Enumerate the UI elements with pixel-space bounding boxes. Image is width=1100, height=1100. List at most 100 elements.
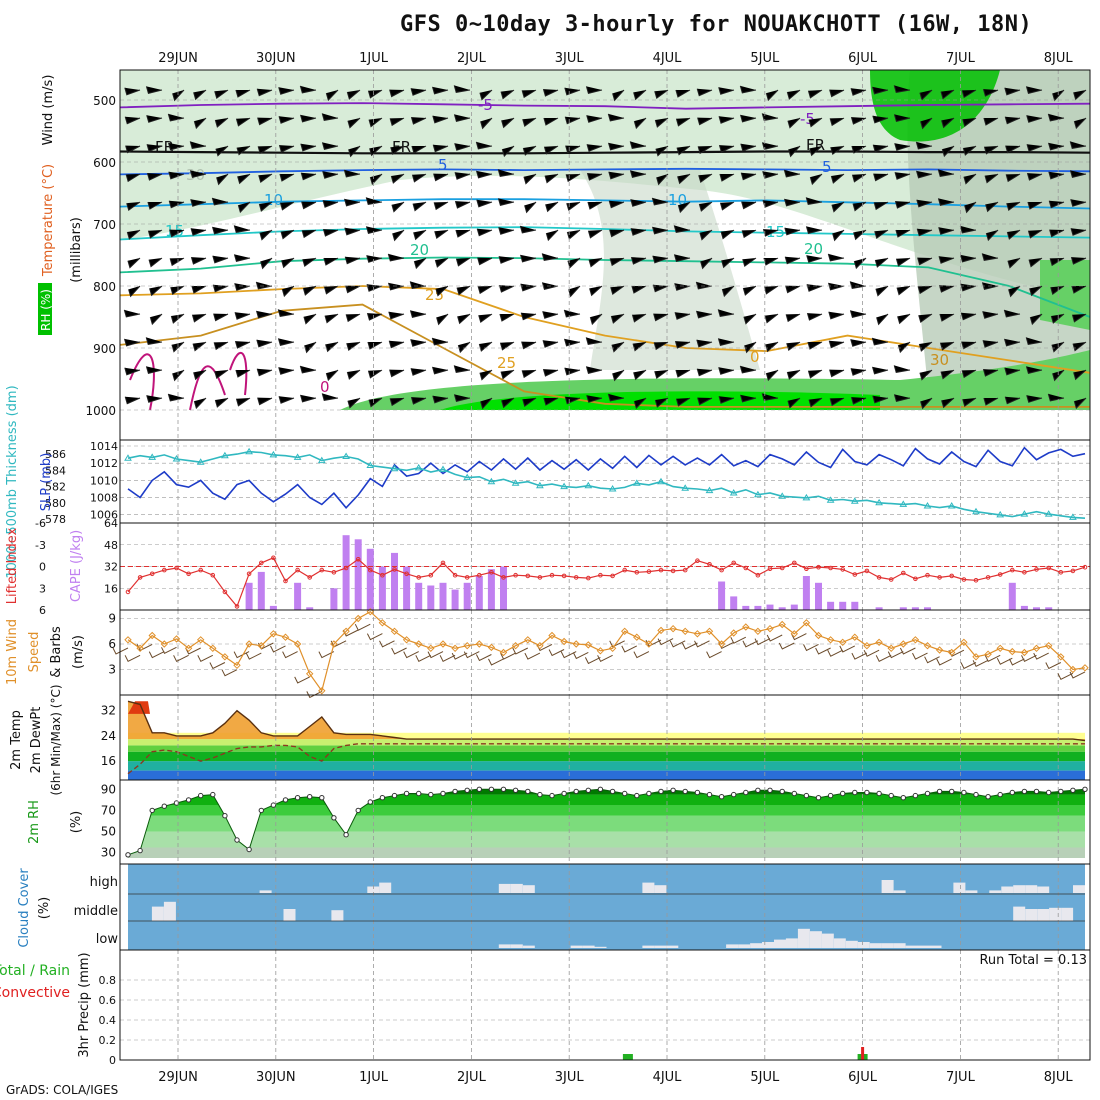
wind-speed-marker xyxy=(790,630,799,638)
rh-band xyxy=(128,805,1085,816)
rh-marker xyxy=(488,786,495,792)
slp-tick-label: 1008 xyxy=(90,492,118,505)
wind-barb xyxy=(585,366,603,375)
thickness-marker xyxy=(754,490,762,498)
slp-tick-label: 1010 xyxy=(90,474,118,487)
cloud-cell xyxy=(738,944,751,948)
li-marker xyxy=(888,577,894,582)
cape-bar xyxy=(815,582,822,610)
wind-barb xyxy=(1069,170,1087,179)
rh-legend-swatch xyxy=(38,283,52,335)
wind-barb xyxy=(145,337,163,345)
wind-barb xyxy=(146,115,163,123)
wind-barb xyxy=(521,341,537,350)
wind-barb xyxy=(830,173,845,184)
wind-barb xyxy=(146,395,163,403)
wind-barb xyxy=(1005,145,1021,154)
wind-barb xyxy=(587,201,603,210)
wind-barb xyxy=(300,394,317,403)
wind-barb xyxy=(434,229,449,240)
wind-speed-marker xyxy=(160,640,169,648)
cape-bar xyxy=(245,582,253,610)
wind-barb xyxy=(409,281,427,289)
wind-barb xyxy=(677,173,691,185)
wind-barb xyxy=(390,145,405,156)
li-tick-label: -6 xyxy=(35,517,46,530)
rh-marker xyxy=(428,791,434,798)
wind-barb xyxy=(1071,313,1087,323)
wind-barb xyxy=(896,285,911,296)
wind-barb xyxy=(1070,199,1087,207)
wind10-barb xyxy=(366,633,383,641)
wind-barb xyxy=(985,201,999,213)
li-marker xyxy=(719,567,724,573)
wind-speed-marker xyxy=(269,630,278,638)
wind-barb xyxy=(963,173,977,185)
li-marker xyxy=(186,571,191,577)
precip-panel xyxy=(119,949,1091,1061)
wind-barb xyxy=(696,88,713,97)
wind-speed-marker xyxy=(717,640,726,648)
wind-barb xyxy=(1048,200,1065,209)
rh-band xyxy=(128,831,1085,848)
wind-barb xyxy=(432,144,449,153)
li-marker xyxy=(380,572,385,578)
wind-barb xyxy=(478,341,493,352)
wind-barb xyxy=(1025,366,1043,375)
wind-barb xyxy=(455,257,471,267)
li-tick-label: 6 xyxy=(39,604,46,617)
wind-speed-marker xyxy=(354,614,362,623)
thickness-marker xyxy=(729,489,738,496)
wind-barb xyxy=(146,172,163,181)
thickness-marker xyxy=(293,453,302,460)
wind10-barb xyxy=(1021,654,1037,662)
li-marker xyxy=(670,568,676,574)
wind-barb xyxy=(742,285,757,296)
wind-barb xyxy=(630,228,647,236)
rh-marker xyxy=(803,792,810,799)
wind-barb xyxy=(1029,285,1043,297)
li-marker xyxy=(198,567,203,573)
cape-bar xyxy=(802,576,810,610)
wind-barb xyxy=(300,143,317,152)
cape-bar xyxy=(487,569,495,610)
wind-label: Wind (m/s) xyxy=(41,75,56,146)
cloud-cell xyxy=(654,885,667,893)
wind-barb xyxy=(477,285,493,295)
wind-speed-marker xyxy=(935,646,944,654)
wind-barb xyxy=(280,229,295,240)
cape-bar xyxy=(875,607,883,610)
wind-barb xyxy=(433,201,449,211)
wind-barb xyxy=(1004,396,1021,405)
wind-barb xyxy=(498,284,515,293)
li-marker xyxy=(925,572,930,578)
wind-tick-label: 6 xyxy=(108,637,116,651)
wind-barb xyxy=(697,117,713,126)
thickness-tick-label: 586 xyxy=(45,448,66,461)
wind-speed-marker xyxy=(209,644,217,653)
wind-barb xyxy=(894,200,911,209)
wind-barb xyxy=(1026,115,1043,123)
wind-barb xyxy=(984,173,999,184)
rh-marker xyxy=(646,790,652,797)
cape-bar xyxy=(354,539,362,610)
wind-barb xyxy=(586,115,603,123)
wind-speed-marker xyxy=(511,641,520,650)
wind10-barb xyxy=(633,651,650,659)
wind-barb xyxy=(453,394,471,403)
wind10-barb xyxy=(197,654,214,662)
wind-barb xyxy=(632,341,647,352)
rh-marker xyxy=(815,795,822,801)
x-tick-top: 1JUL xyxy=(359,51,389,66)
rh-marker xyxy=(452,788,458,795)
wind-barb xyxy=(564,338,581,347)
cloud-row-label: high xyxy=(90,875,118,890)
cape-bar xyxy=(839,601,847,610)
wind-barb xyxy=(786,341,801,352)
cape-tick-label: 32 xyxy=(104,561,118,574)
wind-barb xyxy=(809,145,823,157)
wind-barb xyxy=(260,257,273,270)
rh-marker xyxy=(1058,788,1064,795)
contour-label: 20 xyxy=(410,241,429,259)
wind-barb xyxy=(301,229,317,239)
